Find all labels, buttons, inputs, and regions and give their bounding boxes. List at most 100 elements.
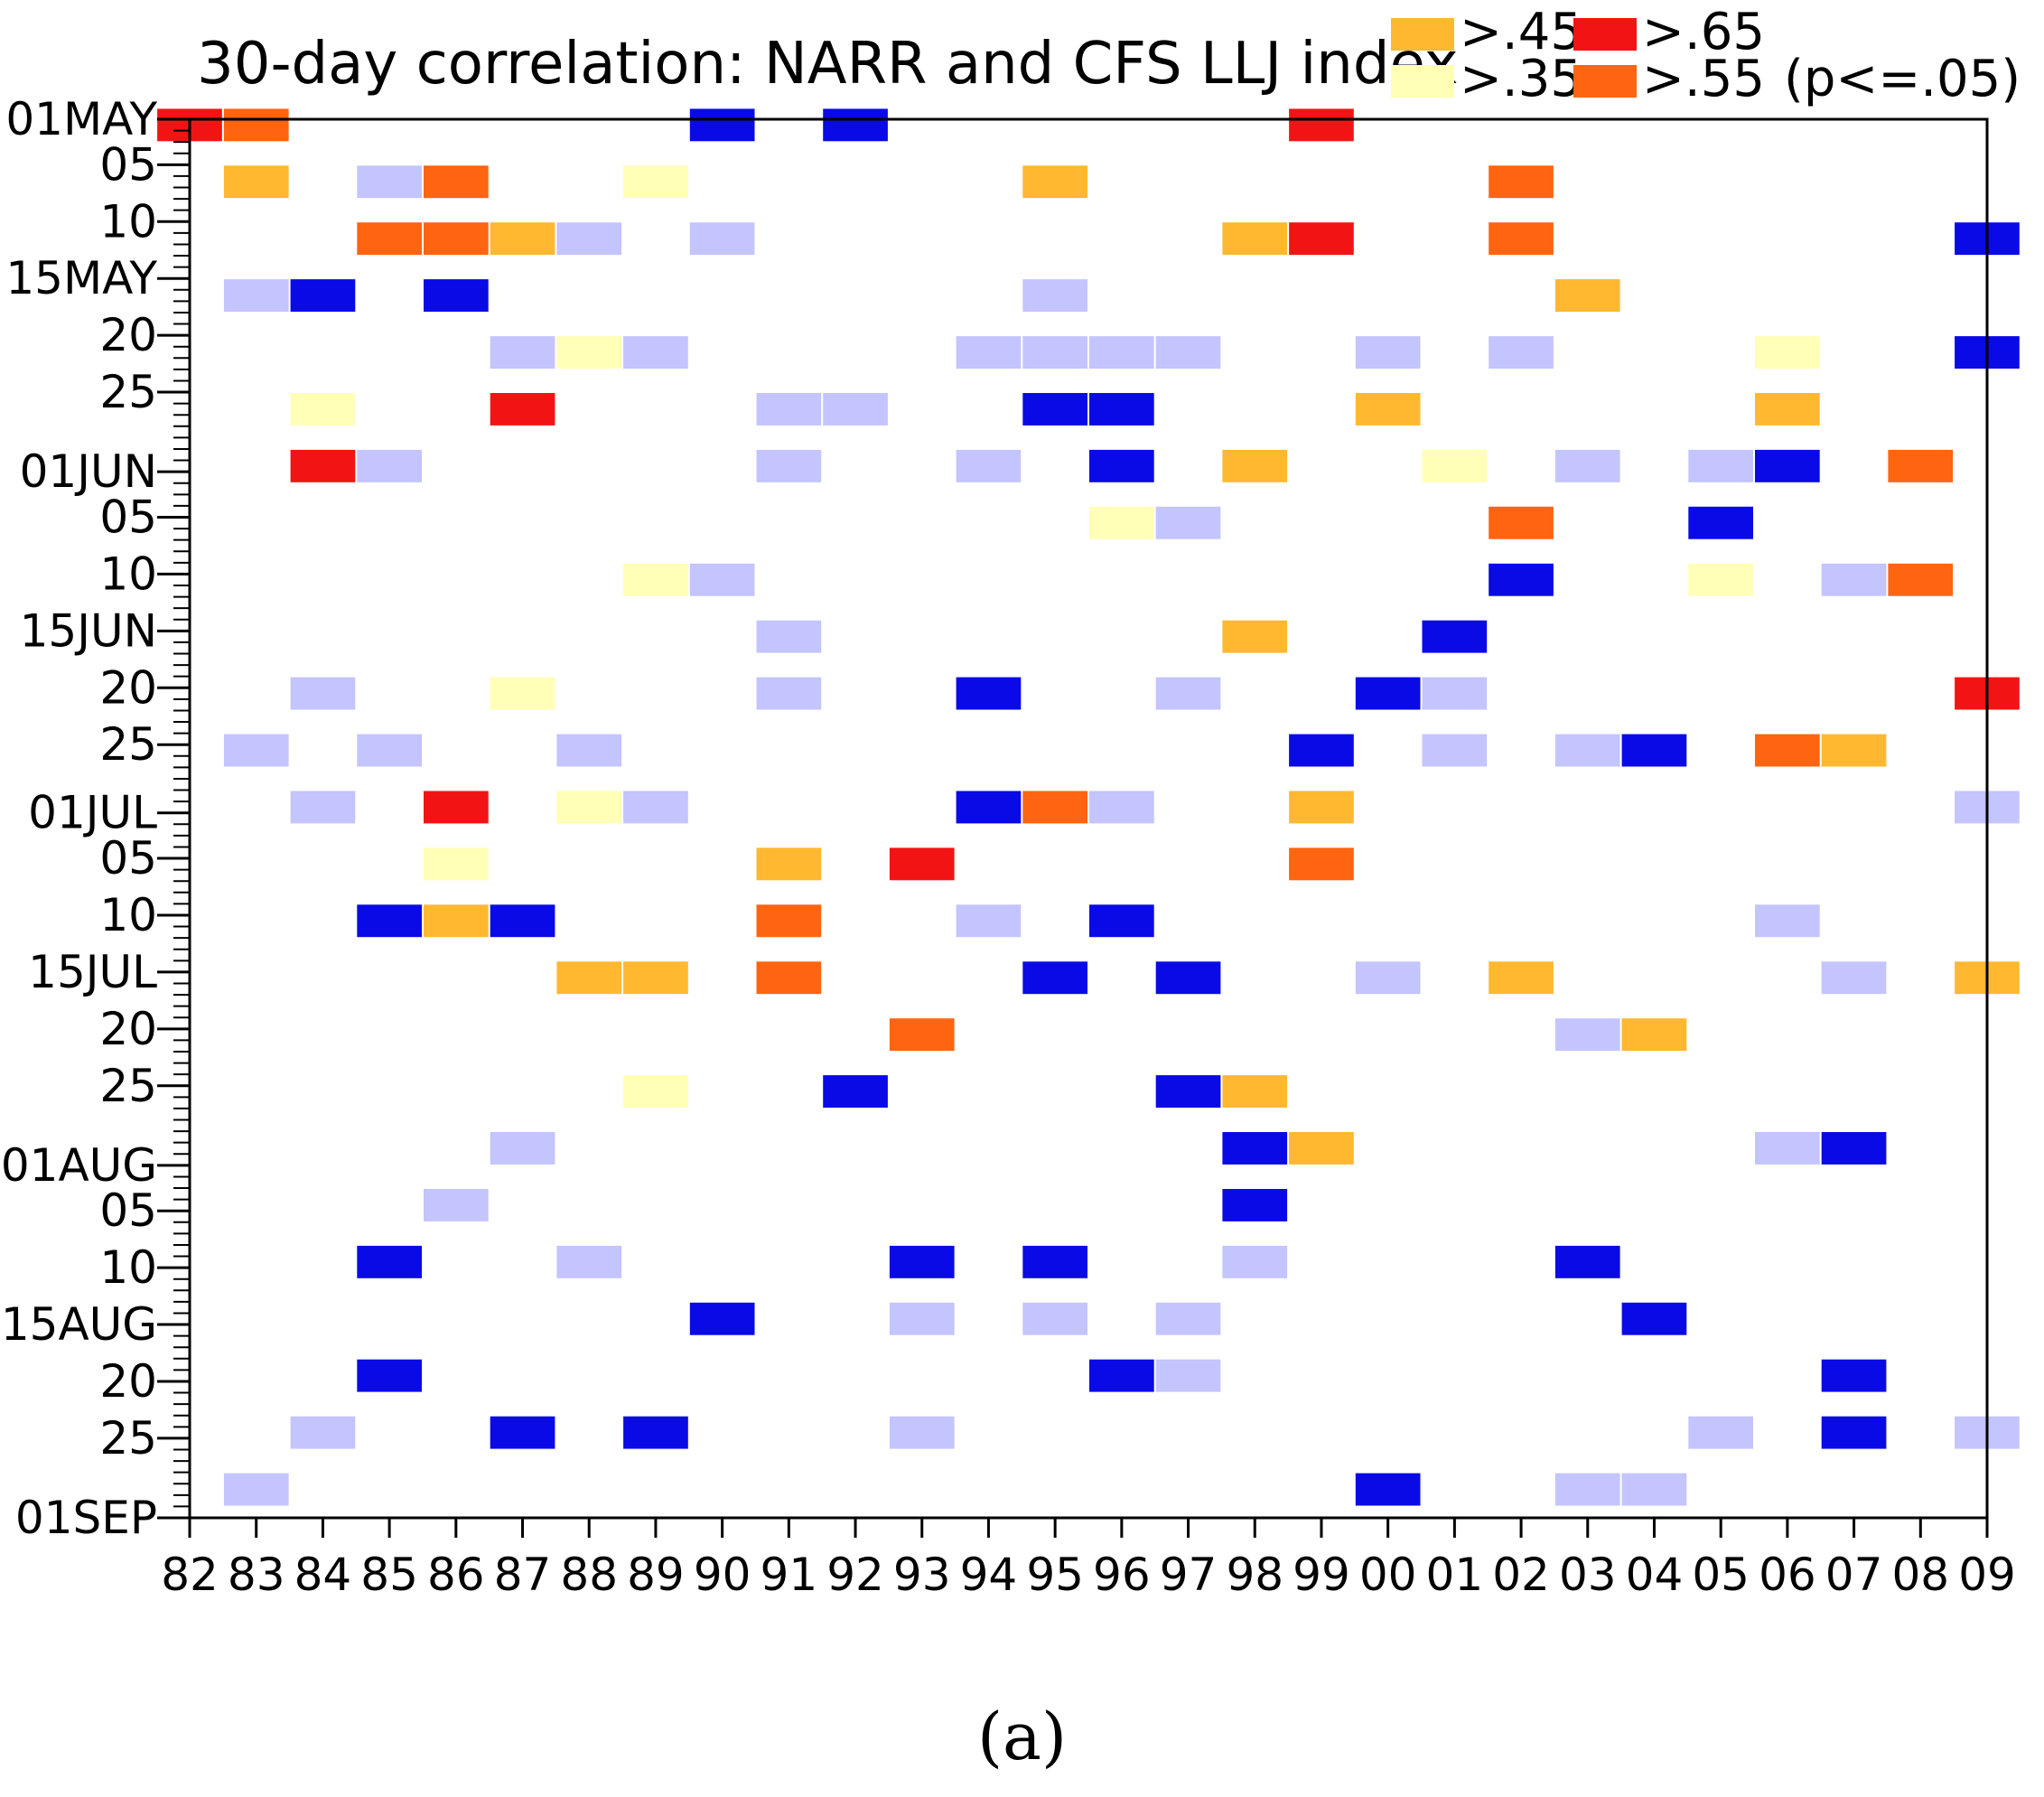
heatmap-cell [1155,1302,1221,1335]
y-tick-label: 20 [99,1355,157,1408]
heatmap-cell [1089,904,1154,938]
heatmap-cell [1688,1416,1753,1449]
heatmap-cell [490,336,555,369]
heatmap-cell [1355,1473,1421,1506]
heatmap-cell [889,1302,955,1335]
heatmap-cell [1155,677,1221,710]
heatmap-cell [1888,563,1954,596]
heatmap-cell [889,847,955,881]
heatmap-cell [424,279,489,312]
heatmap-cell [290,1416,356,1449]
x-tick-label: 93 [893,1549,951,1601]
x-tick-label: 07 [1825,1549,1883,1601]
y-tick-label: 25 [99,718,157,771]
heatmap-cell [1422,449,1488,482]
legend-swatch [1391,65,1454,98]
x-tick-label: 84 [294,1549,352,1601]
heatmap-cell [1289,222,1354,256]
x-tick-label: 83 [228,1549,285,1601]
heatmap-cell [1289,791,1354,824]
heatmap-cell [223,279,289,312]
axes: 01MAY051015MAY202501JUN051015JUN202501JU… [1,93,2016,1601]
legend-swatch [1573,18,1637,51]
heatmap-cell [1089,336,1154,369]
y-tick-label: 01SEP [15,1492,157,1544]
x-tick-label: 96 [1093,1549,1151,1601]
x-tick-label: 99 [1293,1549,1350,1601]
heatmap-cell [756,847,822,881]
y-tick-label: 05 [99,491,157,543]
heatmap-cell [956,791,1022,824]
x-tick-label: 06 [1759,1549,1816,1601]
heatmap-cell [424,1189,489,1221]
heatmap-cell [1222,1075,1288,1108]
legend-label: >.35 [1460,50,1582,108]
heatmap-cell [290,393,356,426]
y-tick-label: 01JUL [28,787,157,839]
heatmap-cell [357,222,422,256]
panel-label: (a) [976,1699,1068,1774]
heatmap-cell [223,1473,289,1506]
x-tick-label: 97 [1160,1549,1218,1601]
heatmap-cell [290,449,356,482]
x-tick-label: 98 [1226,1549,1283,1601]
y-tick-label: 15JUL [28,946,157,998]
x-tick-label: 88 [560,1549,618,1601]
x-tick-label: 87 [494,1549,552,1601]
heatmap-cell [1489,222,1554,256]
heatmap-cell [823,393,888,426]
x-tick-label: 01 [1426,1549,1484,1601]
heatmap-cell [1755,336,1820,369]
heatmap-cell [1554,1245,1620,1278]
x-tick-label: 09 [1958,1549,2016,1601]
heatmap-cell [756,677,822,710]
heatmap-cell [357,449,422,482]
heatmap-cell [1089,506,1154,539]
heatmap-cell [223,108,289,142]
heatmap-cell [1289,734,1354,767]
heatmap-cell [556,961,622,995]
heatmap-cell [1222,620,1288,653]
heatmap-cell [1155,336,1221,369]
heatmap-cell [223,734,289,767]
heatmap-cell [1289,108,1354,142]
heatmap-cell [556,222,622,256]
legend-note: (p<=.05) [1784,50,2021,108]
heatmap-cell [756,961,822,995]
heatmap-cell [1155,506,1221,539]
x-tick-label: 89 [627,1549,685,1601]
y-tick-label: 25 [99,366,157,418]
heatmap-cell [1155,1075,1221,1108]
heatmap-cell [1821,961,1887,995]
y-tick-label: 10 [99,548,157,600]
y-tick-label: 10 [99,889,157,941]
heatmap-cell [689,108,755,142]
y-tick-label: 20 [99,309,157,361]
y-tick-label: 05 [99,138,157,191]
heatmap-cell [1355,961,1421,995]
heatmap-cell [290,279,356,312]
heatmap-cell [689,222,755,256]
y-tick-label: 20 [99,661,157,714]
heatmap-cell [290,677,356,710]
heatmap-cell [1821,1359,1887,1392]
heatmap-cell [956,336,1022,369]
heatmap-cell [623,165,688,199]
heatmap-cell [1355,336,1421,369]
heatmap-cell [1821,1416,1887,1449]
heatmap-cell [1554,449,1620,482]
legend-swatch [1391,18,1454,51]
heatmap-cell [490,393,555,426]
heatmap-cell [1222,222,1288,256]
heatmap-cell [1155,1359,1221,1392]
x-tick-label: 00 [1359,1549,1417,1601]
heatmap-cell [1755,393,1820,426]
heatmap-cells [157,108,2020,1506]
heatmap-cell [1422,734,1488,767]
heatmap-cell [1489,961,1554,995]
x-tick-label: 92 [826,1549,884,1601]
x-tick-label: 04 [1626,1549,1684,1601]
x-tick-label: 91 [761,1549,818,1601]
